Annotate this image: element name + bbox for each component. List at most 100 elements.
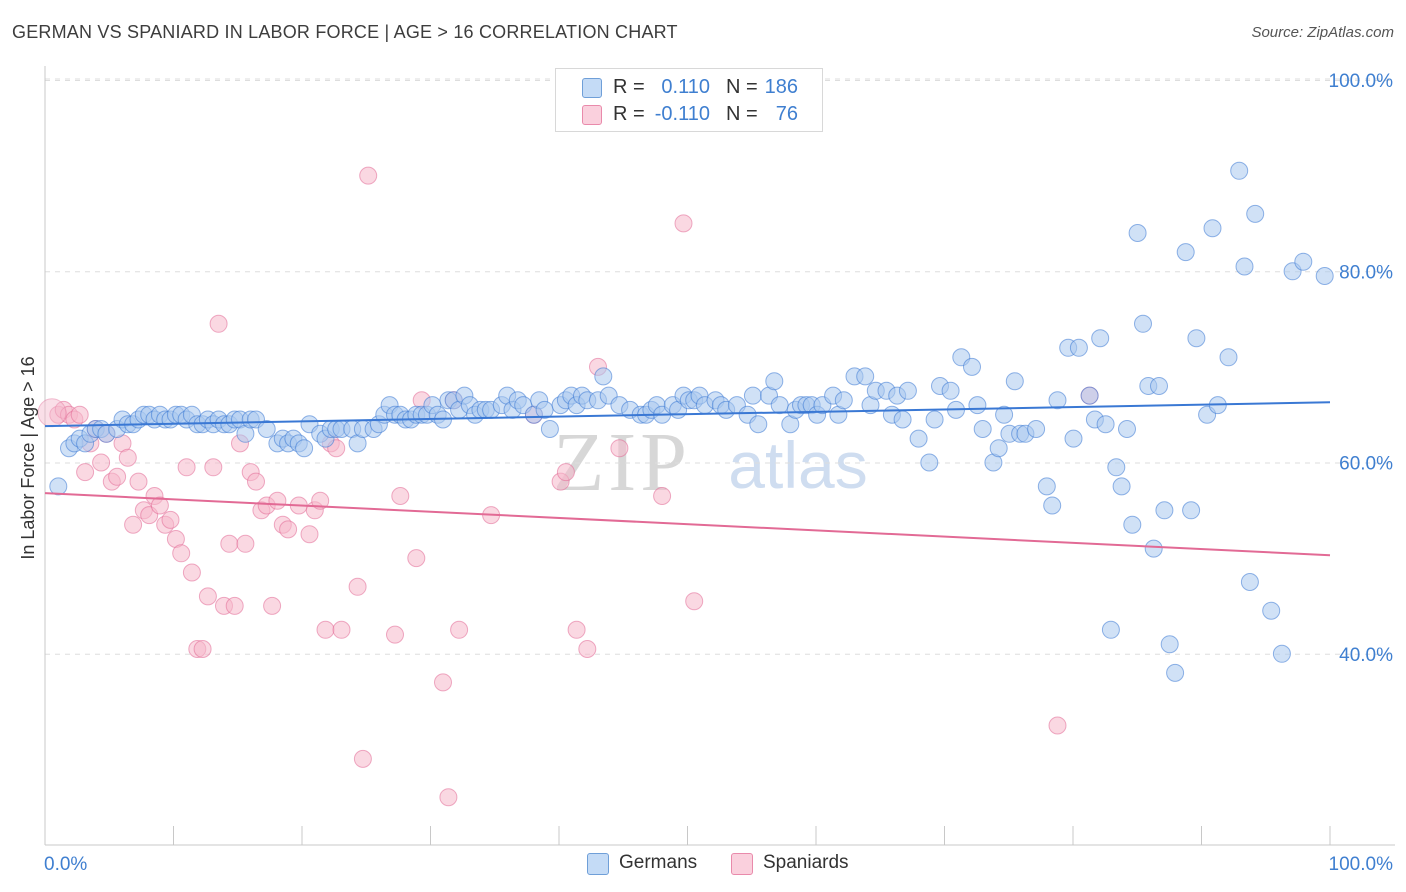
spaniards-point: [359, 166, 378, 185]
germans-point: [1134, 314, 1152, 333]
germans-legend-swatch: [587, 853, 609, 875]
germans-point: [1123, 515, 1142, 534]
germans-point: [1069, 338, 1088, 357]
spaniards-point: [332, 620, 351, 639]
germans-point: [1128, 224, 1147, 242]
germans-point: [968, 396, 987, 415]
germans-point: [1155, 501, 1174, 520]
germans-point: [963, 357, 981, 376]
germans-point: [920, 453, 939, 472]
germans-point: [1219, 348, 1238, 367]
spaniards-point: [567, 620, 586, 639]
germans-point: [1064, 429, 1083, 448]
spaniards-point: [177, 458, 196, 477]
stats-legend: R = 0.110 N = 186 R = -0.110 N = 76: [555, 68, 823, 132]
germans-point: [909, 429, 928, 448]
germans-point: [1315, 267, 1334, 285]
y-tick-label: 60.0%: [1339, 454, 1393, 475]
x-tick-label-max: 100.0%: [1329, 854, 1394, 875]
spaniards-point: [578, 640, 597, 658]
spaniards-point: [268, 491, 287, 510]
germans-trend-line: [44, 401, 1331, 428]
axis-labels: 40.0% 60.0% 80.0% 100.0% 0.0% 100.0% In Labor …: [18, 71, 1393, 875]
y-axis-label: In Labor Force | Age > 16: [18, 356, 38, 559]
y-tick-label: 40.0%: [1339, 645, 1393, 666]
n-value: 186: [764, 76, 798, 98]
germans-point: [770, 396, 789, 415]
y-tick-label: 100.0%: [1329, 71, 1394, 92]
y-tick-label: 80.0%: [1339, 262, 1393, 283]
grid-lines: [45, 78, 1395, 655]
spaniards-point: [247, 472, 265, 491]
watermark-atlas: atlas: [728, 428, 867, 502]
spaniards-point: [1048, 716, 1067, 735]
germans-point: [1150, 377, 1168, 395]
n-value: 76: [775, 103, 798, 125]
germans-point: [941, 381, 960, 400]
germans-point: [1176, 243, 1195, 262]
germans-point: [1048, 391, 1067, 410]
x-tick-label-min: 0.0%: [44, 854, 87, 875]
germans-point: [1043, 496, 1062, 515]
germans-point: [1294, 252, 1313, 271]
r-value: 0.110: [661, 76, 710, 98]
germans-point: [1080, 386, 1099, 405]
germans-point: [1118, 420, 1136, 438]
spaniards-point: [124, 515, 143, 534]
germans-point: [749, 415, 768, 434]
spaniards-point: [108, 467, 127, 486]
legend-row-germans: R = 0.110 N = 186: [556, 74, 822, 100]
spaniards-point: [556, 463, 575, 482]
germans-point: [594, 367, 613, 386]
n-label: N =: [726, 76, 758, 98]
germans-point: [1107, 458, 1126, 477]
spaniards-point: [610, 439, 629, 458]
spaniards-point: [236, 534, 255, 553]
germans-point: [1187, 329, 1206, 348]
germans-point: [1203, 219, 1222, 238]
germans-point: [995, 405, 1014, 424]
germans-legend-label: Germans: [619, 852, 698, 873]
spaniards-point: [172, 544, 191, 563]
spaniards-trend-line: [44, 492, 1331, 557]
legend-row-spaniards: R = -0.110 N = 76: [556, 101, 822, 127]
spaniards-point: [118, 448, 137, 467]
axes: [44, 66, 1395, 846]
n-label: N =: [726, 103, 758, 125]
germans-point: [1112, 477, 1131, 496]
spaniards-point: [316, 620, 335, 639]
spaniards-point: [209, 314, 228, 333]
spaniards-point: [129, 472, 148, 491]
spaniards-point: [407, 549, 426, 568]
spaniards-point: [161, 510, 180, 529]
spaniards-point: [150, 496, 169, 515]
spaniards-point: [300, 525, 319, 544]
germans-point: [1246, 204, 1265, 223]
germans-point: [1272, 644, 1291, 663]
spaniards-point: [386, 625, 404, 644]
spaniards-point: [92, 453, 111, 472]
spaniards-legend-label: Spaniards: [763, 852, 849, 873]
spaniards-point: [434, 673, 452, 692]
germans-point: [1027, 420, 1046, 438]
trend-lines: [44, 401, 1331, 557]
r-label: R =: [613, 103, 645, 125]
germans-point: [925, 410, 944, 429]
germans-point: [1096, 415, 1115, 434]
spaniards-point: [70, 405, 89, 424]
spaniards-point: [674, 214, 693, 233]
spaniards-point: [311, 491, 330, 510]
germans-point: [1230, 161, 1249, 180]
germans-point: [1235, 257, 1254, 276]
spaniards-point: [439, 788, 458, 807]
spaniards-point: [391, 487, 410, 505]
germans-point: [257, 420, 276, 438]
spaniards-point: [685, 592, 704, 611]
germans-point: [856, 367, 875, 386]
germans-point: [295, 439, 314, 458]
germans-point: [989, 439, 1008, 458]
germans-point: [49, 477, 68, 496]
spaniards-point: [348, 577, 367, 596]
germans-point: [743, 386, 762, 405]
